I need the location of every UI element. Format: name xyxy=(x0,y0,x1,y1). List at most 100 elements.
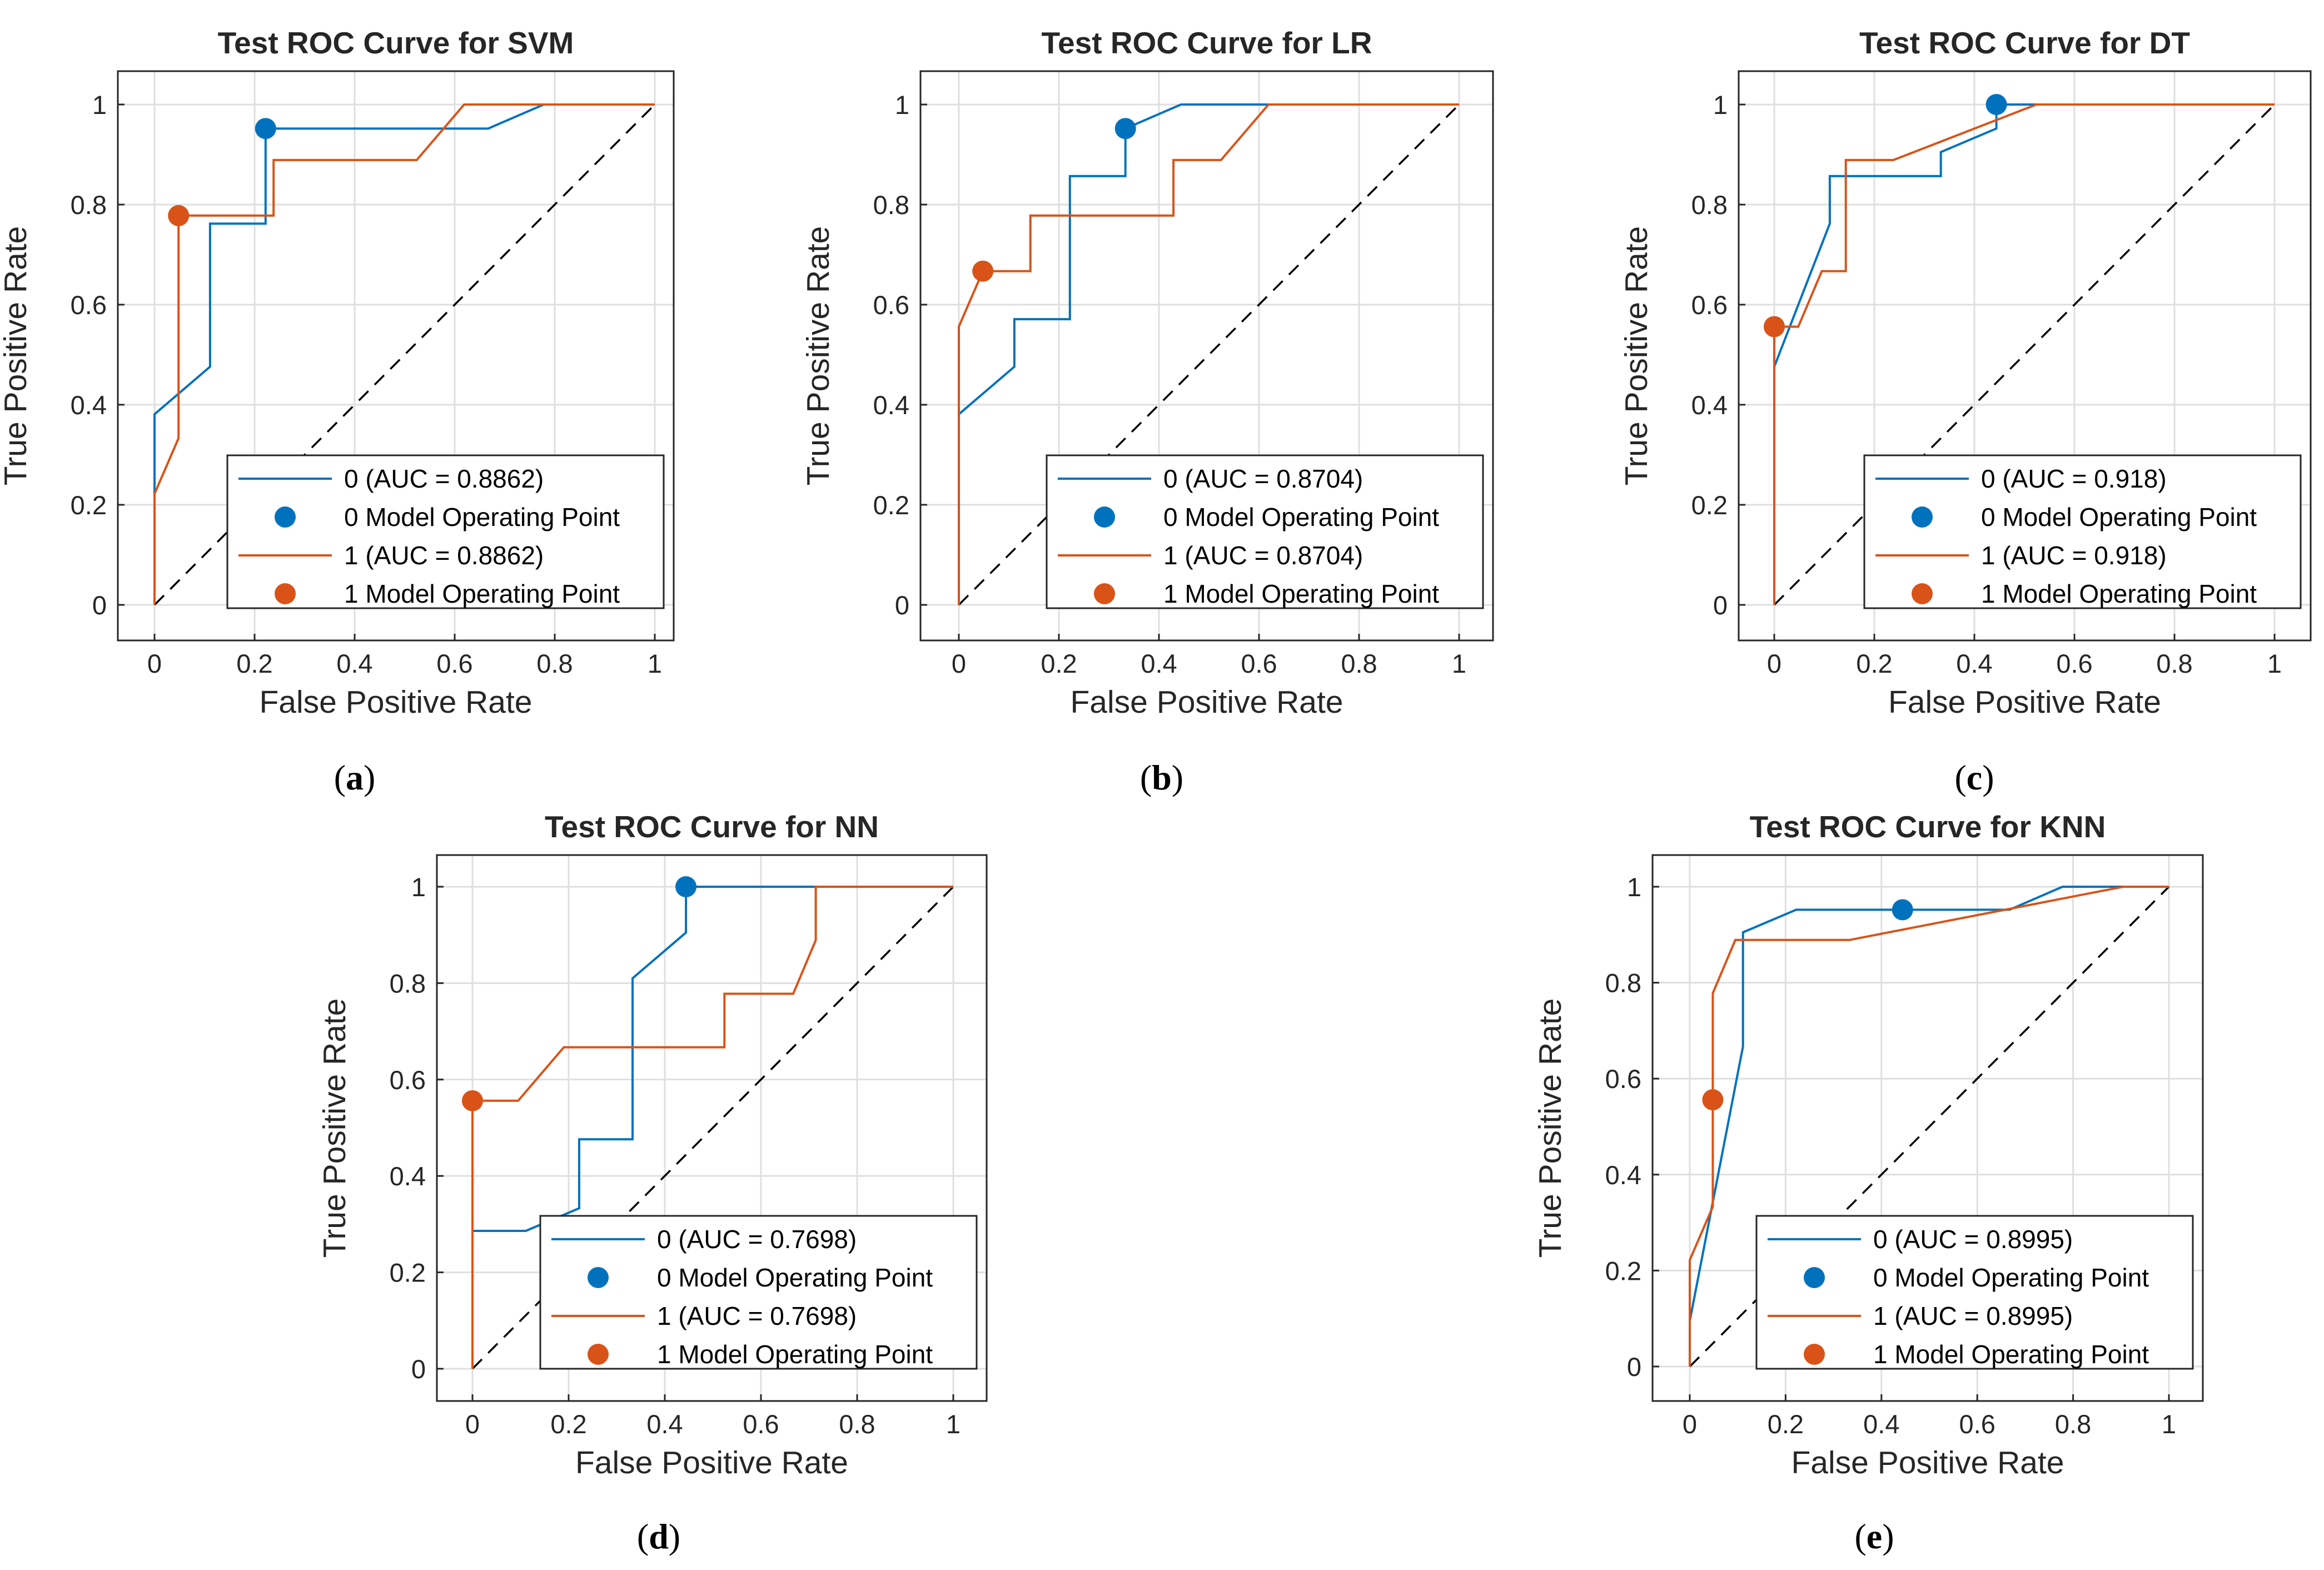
legend-dot-swatch xyxy=(588,1267,609,1288)
x-tick-label: 0.2 xyxy=(1856,649,1892,678)
chart-2: 0 0.2 0.4 0.6 0.8 1 0 0.2 0.4 0.6 0.8 1 Test ROC Cur… xyxy=(800,26,1494,797)
x-tick-label: 0.4 xyxy=(1863,1409,1899,1439)
chart-1: 0 0.2 0.4 0.6 0.8 1 0 0.2 0.4 0.6 0.8 1 Test ROC Cur… xyxy=(0,26,675,797)
panel-label: (b) xyxy=(1140,758,1183,797)
panel-label-open: ( xyxy=(1954,758,1966,797)
roc-curve-class-1 xyxy=(1689,886,2169,1367)
y-tick-label: 0.4 xyxy=(1691,390,1728,420)
y-tick-label: 0.8 xyxy=(873,190,909,220)
x-tick-label: 0.2 xyxy=(1041,649,1077,678)
legend: 0 (AUC = 0.8995) 0 Model Operating Point 1… xyxy=(1755,1215,2194,1370)
axes-box xyxy=(436,854,988,1402)
legend-entry: 1 (AUC = 0.918) xyxy=(1981,541,2167,570)
x-tick-label: 0.4 xyxy=(646,1409,683,1439)
chart-4: 0 0.2 0.4 0.6 0.8 1 0 0.2 0.4 0.6 0.8 1 Test ROC Cur… xyxy=(317,809,988,1556)
x-tick-label: 0.8 xyxy=(1341,649,1377,678)
panel-label-close: ) xyxy=(1882,1517,1894,1556)
panel-label-letter: c xyxy=(1967,758,1982,797)
axes-box xyxy=(919,70,1494,642)
chart-title: Test ROC Curve for SVM xyxy=(218,26,574,60)
panel-label: (d) xyxy=(637,1517,680,1556)
y-tick-label: 0 xyxy=(411,1354,426,1384)
legend: 0 (AUC = 0.8704) 0 Model Operating Point 1… xyxy=(1046,454,1484,609)
x-tick-label: 0.4 xyxy=(1956,649,1992,678)
x-tick-label: 0.8 xyxy=(2055,1409,2091,1439)
x-tick-label: 0.2 xyxy=(550,1409,586,1439)
axes-box xyxy=(1738,70,2312,642)
axes-box xyxy=(117,70,675,642)
panel-label-close: ) xyxy=(364,758,375,797)
operating-point-class-1 xyxy=(1702,1089,1724,1111)
x-tick-label: 0.4 xyxy=(336,649,372,678)
axes-box xyxy=(1651,854,2204,1402)
roc-curve-class-0 xyxy=(153,103,655,605)
operating-point-class-1 xyxy=(1764,316,1785,337)
legend-entry: 0 Model Operating Point xyxy=(1981,503,2257,531)
y-tick-label: 0.2 xyxy=(1605,1256,1641,1285)
legend-box xyxy=(1863,454,2302,609)
x-tick-label: 0.6 xyxy=(1959,1409,1995,1439)
legend-dot-swatch xyxy=(1804,1344,1825,1365)
legend-box xyxy=(226,454,665,609)
legend-dot-swatch xyxy=(1094,583,1115,604)
x-tick-label: 0.6 xyxy=(743,1409,779,1439)
x-tick-label: 0.2 xyxy=(236,649,272,678)
x-tick-label: 0.8 xyxy=(839,1409,875,1439)
legend-entry: 1 (AUC = 0.7698) xyxy=(657,1301,857,1330)
panel-label: (c) xyxy=(1954,758,1994,797)
roc-curve-class-1 xyxy=(153,103,655,605)
legend-entry: 0 (AUC = 0.8704) xyxy=(1163,464,1363,493)
roc-curve-class-0 xyxy=(958,103,1459,605)
y-tick-label: 0.8 xyxy=(1605,968,1641,998)
y-tick-label: 0.2 xyxy=(71,490,107,520)
x-axis-label: False Positive Rate xyxy=(1888,684,2161,720)
x-tick-label: 0 xyxy=(1683,1409,1697,1439)
legend-entry: 1 Model Operating Point xyxy=(1873,1340,2149,1369)
panel-label-letter: a xyxy=(346,758,364,797)
legend: 0 (AUC = 0.918) 0 Model Operating Point 1 … xyxy=(1863,454,2302,609)
legend-entry: 1 (AUC = 0.8704) xyxy=(1163,541,1363,570)
y-tick-label: 0.8 xyxy=(1691,190,1728,220)
chart-5: 0 0.2 0.4 0.6 0.8 1 0 0.2 0.4 0.6 0.8 1 Test ROC Cur… xyxy=(1532,809,2204,1556)
x-tick-label: 0.6 xyxy=(2056,649,2092,678)
y-axis-label: True Positive Rate xyxy=(800,226,836,486)
y-tick-label: 0.4 xyxy=(71,390,107,420)
legend-entry: 1 (AUC = 0.8862) xyxy=(344,541,544,570)
panel-label-letter: b xyxy=(1152,758,1172,797)
legend-dot-swatch xyxy=(275,506,296,528)
roc-curve-class-0 xyxy=(1689,886,2169,1367)
operating-point-class-1 xyxy=(462,1090,483,1111)
panel-label-open: ( xyxy=(637,1517,649,1556)
operating-point-class-0 xyxy=(1892,899,1913,921)
roc-curve-class-1 xyxy=(471,886,953,1369)
operating-point-class-0 xyxy=(1114,118,1136,140)
panel-label-open: ( xyxy=(334,758,346,797)
panel-label-close: ) xyxy=(1172,758,1183,797)
y-axis-label: True Positive Rate xyxy=(0,226,33,486)
legend-entry: 0 Model Operating Point xyxy=(1873,1263,2149,1292)
panel-label: (e) xyxy=(1854,1517,1894,1556)
x-tick-label: 1 xyxy=(648,649,662,678)
y-tick-label: 1 xyxy=(1627,872,1641,902)
y-tick-label: 0.6 xyxy=(390,1065,426,1095)
legend: 0 (AUC = 0.8862) 0 Model Operating Point 1… xyxy=(226,454,665,609)
roc-curve-class-0 xyxy=(1773,103,2275,605)
y-tick-label: 0.4 xyxy=(1605,1160,1641,1190)
chart-title: Test ROC Curve for DT xyxy=(1859,26,2190,60)
legend-entry: 0 (AUC = 0.8862) xyxy=(344,464,544,493)
y-tick-label: 0 xyxy=(92,590,107,620)
legend-dot-swatch xyxy=(1912,583,1933,604)
operating-point-class-0 xyxy=(255,118,276,140)
operating-point-class-1 xyxy=(972,260,994,282)
legend: 0 (AUC = 0.7698) 0 Model Operating Point 1… xyxy=(539,1215,978,1370)
y-tick-label: 0 xyxy=(1713,590,1728,620)
y-tick-label: 0.6 xyxy=(1605,1064,1641,1094)
y-axis-label: True Positive Rate xyxy=(1532,998,1568,1258)
y-tick-label: 0.2 xyxy=(390,1258,426,1288)
roc-curve-class-1 xyxy=(958,103,1459,605)
y-tick-label: 1 xyxy=(92,90,107,120)
operating-point-class-0 xyxy=(1985,94,2007,115)
chart-title: Test ROC Curve for NN xyxy=(545,809,879,844)
y-axis-label: True Positive Rate xyxy=(317,998,352,1258)
x-tick-label: 0.6 xyxy=(1241,649,1277,678)
